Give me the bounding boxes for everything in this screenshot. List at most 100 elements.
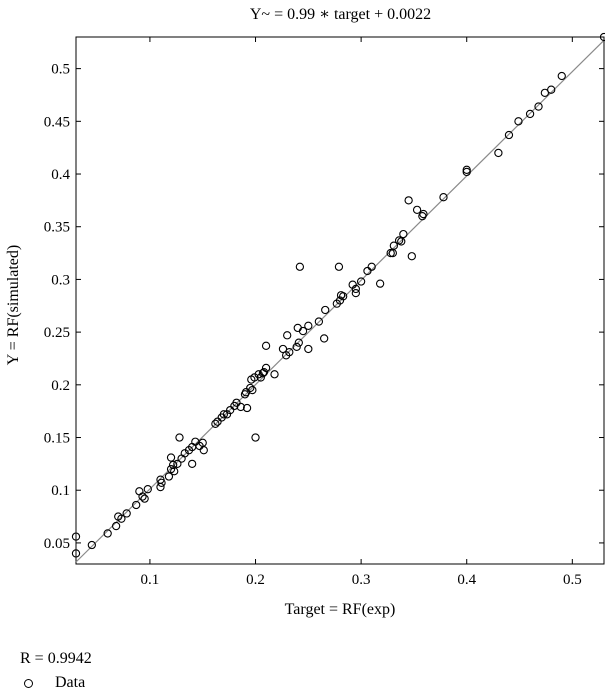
y-axis-label: Y = RF(simulated) <box>5 245 22 365</box>
data-point <box>283 331 292 340</box>
data-point <box>173 459 182 469</box>
y-tick-label: 0.45 <box>44 114 70 130</box>
data-point <box>270 370 279 379</box>
legend-entry-data: Data <box>20 672 92 694</box>
data-point <box>246 383 255 393</box>
data-point <box>295 262 305 271</box>
y-tick-label: 0.25 <box>44 325 70 341</box>
y-tick-label: 0.15 <box>44 431 70 447</box>
data-point <box>248 385 257 395</box>
data-point <box>132 500 141 510</box>
data-point <box>122 509 131 518</box>
x-tick-label: 0.3 <box>352 572 371 588</box>
data-point <box>292 342 301 352</box>
axes-layer <box>75 36 605 565</box>
data-point <box>232 398 241 407</box>
data-point <box>320 334 329 343</box>
data-point <box>242 403 252 413</box>
data-point <box>534 102 543 111</box>
x-tick-label: 0.1 <box>141 572 160 588</box>
y-tick-label: 0.1 <box>51 483 70 499</box>
data-point <box>117 514 126 523</box>
data-point <box>351 284 360 294</box>
data-point <box>293 323 302 333</box>
data-point <box>71 549 81 558</box>
data-point <box>294 338 303 347</box>
data-point <box>363 266 372 276</box>
data-point <box>399 229 408 239</box>
data-point <box>199 446 208 455</box>
data-point <box>386 248 395 258</box>
data-point <box>547 85 556 94</box>
data-point <box>156 482 165 492</box>
data-point <box>304 321 313 330</box>
data-point <box>514 117 523 126</box>
data-point <box>259 368 269 377</box>
x-axis-label: Target = RF(exp) <box>285 601 396 618</box>
data-point <box>339 292 348 301</box>
data-point <box>103 529 112 538</box>
data-point <box>540 88 550 98</box>
data-point <box>213 417 222 426</box>
y-tick-label: 0.5 <box>51 62 70 78</box>
data-point <box>251 433 260 442</box>
data-point <box>462 167 471 177</box>
data-point <box>164 472 174 481</box>
data-point <box>236 402 245 412</box>
data-point <box>211 419 220 428</box>
x-tick-label: 0.5 <box>563 572 582 588</box>
data-point <box>219 410 228 419</box>
data-point <box>188 459 197 469</box>
x-tick-label: 0.2 <box>246 572 265 588</box>
data-point <box>462 165 471 174</box>
legend-label-data: Data <box>55 674 86 691</box>
data-point <box>439 193 448 202</box>
data-point <box>525 109 535 119</box>
data-point <box>298 326 308 336</box>
y-tick-label: 0.4 <box>51 167 70 183</box>
data-point <box>367 262 376 271</box>
data-point <box>397 237 406 246</box>
y-tick-label: 0.05 <box>44 536 70 552</box>
data-point <box>135 487 144 496</box>
data-point <box>334 262 344 271</box>
data-point <box>170 467 179 476</box>
data-point <box>87 540 96 550</box>
data-point <box>169 460 178 470</box>
points-layer <box>71 32 605 558</box>
data-point <box>404 196 413 205</box>
r-annotation: R = 0.9942 <box>20 650 92 667</box>
data-point <box>314 317 324 326</box>
chart-title: Y~ = 0.99 ∗ target + 0.0022 <box>249 6 432 23</box>
data-point <box>71 532 81 541</box>
data-point <box>494 148 503 158</box>
data-point <box>175 433 184 442</box>
y-tick-label: 0.3 <box>51 272 70 288</box>
data-point <box>599 32 605 42</box>
data-point <box>389 241 399 250</box>
data-point <box>351 288 360 298</box>
data-point <box>419 209 428 219</box>
data-point <box>557 71 566 81</box>
legend-marker-icon <box>24 678 33 688</box>
data-point <box>138 492 147 501</box>
data-point <box>143 485 152 494</box>
data-point <box>356 277 366 286</box>
data-point <box>140 494 149 503</box>
y-tick-label: 0.2 <box>51 378 70 394</box>
y-tick-label: 0.35 <box>44 220 70 236</box>
data-point <box>111 521 121 531</box>
data-point <box>166 453 176 462</box>
data-point <box>407 252 416 261</box>
data-point <box>504 130 514 140</box>
data-point <box>375 279 385 288</box>
data-point <box>304 344 313 354</box>
legend: R = 0.9942 Data <box>20 650 92 694</box>
data-point <box>412 205 422 215</box>
data-point <box>177 454 186 463</box>
data-point <box>157 478 166 487</box>
data-point <box>261 363 271 373</box>
plot-frame <box>75 36 605 565</box>
data-point <box>278 344 288 354</box>
